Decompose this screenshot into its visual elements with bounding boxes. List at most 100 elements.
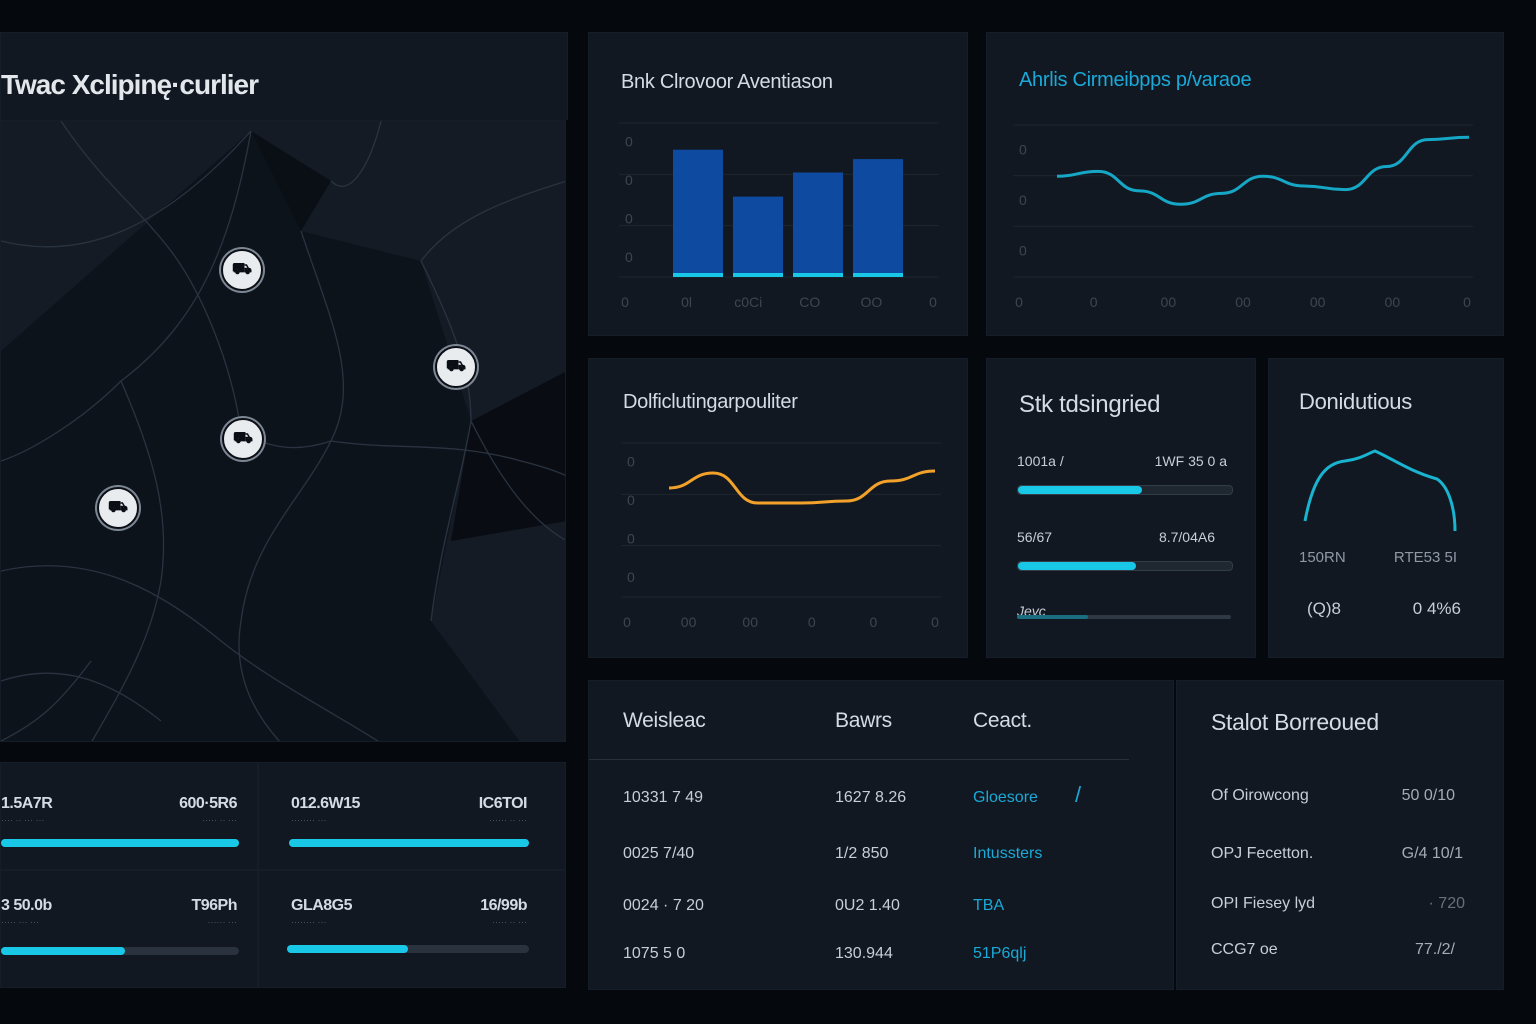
x-tick-label: 00: [1310, 294, 1326, 310]
table-header-col2[interactable]: Bawrs: [835, 709, 892, 732]
stat-right-sub: ······ ···: [207, 917, 237, 927]
gauge-left-label: 150RN: [1299, 549, 1346, 566]
data-table-panel: Weisleac Bawrs Ceact. 10331 7 49 1627 8.…: [588, 680, 1174, 990]
status-row-value: 77./2/: [1414, 941, 1455, 958]
y-tick-label: 0: [625, 172, 633, 188]
status-row-label: OPJ Fecetton.: [1211, 845, 1314, 862]
stat-right-sub: ····· ·· ···: [492, 917, 527, 927]
stat-right-sub: ····· ·· ···: [202, 815, 237, 825]
bar-chart-title: Bnk Clrovoor Aventiason: [621, 71, 833, 93]
x-tick-label: 0: [1463, 294, 1471, 310]
map-view[interactable]: ⛟ ⛟ ⛟ ⛟: [0, 120, 566, 742]
x-tick-label: 00: [1161, 294, 1177, 310]
x-tick-label: 0: [931, 614, 939, 630]
y-tick-label: 0: [627, 530, 635, 546]
x-tick-label: OO: [861, 294, 883, 310]
bar-chart: 0 0 0 0 0 0l c0Ci CO OO 0: [619, 122, 939, 310]
x-tick-label: 0: [621, 294, 629, 310]
bar-baseline-highlight: [853, 273, 903, 277]
x-tick-label: c0Ci: [734, 294, 762, 310]
x-tick-label: 0: [929, 294, 937, 310]
gauge-panel: Donidutious 150RN RTE53 5I (Q)8 0 4%6: [1268, 358, 1504, 658]
table-cell: 130.944: [835, 945, 893, 962]
status-panel: Stalot Borreoued Of Oirowcong 50 0/10 OP…: [1176, 680, 1504, 990]
stat-right-value: 600·5R6: [179, 795, 237, 812]
stat-progress-fill: [1, 947, 125, 955]
gauge-arc: [1303, 449, 1457, 532]
progress-item-fill: [1018, 486, 1143, 494]
stat-tile: 1.5A7R ···· ·· ··· ··· 600·5R6 ····· ·· …: [0, 762, 258, 870]
stat-right-value: T96Ph: [191, 897, 237, 914]
stat-left-value: GLA8G5: [291, 897, 353, 914]
bar-chart-panel: Bnk Clrovoor Aventiason 0 0 0 0 0 0l c0Ci CO OO 0: [588, 32, 968, 336]
table-cell-status: 51P6qlj: [973, 945, 1027, 962]
y-tick-label: 0: [625, 133, 633, 149]
status-row-label: OPI Fiesey lyd: [1211, 895, 1316, 912]
stat-right-value: 16/99b: [480, 897, 527, 914]
y-tick-label: 0: [1019, 243, 1027, 259]
progress-item-track: [1017, 561, 1233, 571]
stat-progress-track: [289, 839, 529, 847]
stat-left-sub: ········ ···: [291, 917, 327, 927]
stat-left-value: 3 50.0b: [1, 897, 52, 914]
table-header-col1[interactable]: Weisleac: [623, 709, 706, 732]
x-tick-label: 0: [1015, 294, 1023, 310]
x-tick-label: 0: [1090, 294, 1098, 310]
vehicle-marker-icon[interactable]: ⛟: [221, 249, 263, 291]
status-row-value: 50 0/10: [1401, 787, 1455, 804]
status-row-label: CCG7 oe: [1211, 941, 1278, 958]
progress-item-fill: [1018, 562, 1136, 570]
x-tick-label: 0: [870, 614, 878, 630]
y-tick-label: 0: [1019, 192, 1027, 208]
gauge-right-label: RTE53 5I: [1393, 549, 1457, 566]
bar-baseline-highlight: [793, 273, 843, 277]
table-cell: 10331 7 49: [623, 789, 704, 806]
table-cell: 0025 7/40: [623, 845, 695, 862]
stat-left-value: 1.5A7R: [1, 795, 53, 812]
y-tick-label: 0: [625, 249, 633, 265]
map-roads: [1, 121, 565, 741]
progress-item-track: [1017, 615, 1231, 619]
gauge-panel-title: Donidutious: [1299, 389, 1412, 414]
table-cell: 0024 · 7 20: [623, 897, 704, 914]
table-cell: 1/2 850: [835, 845, 889, 862]
vehicle-marker-icon[interactable]: ⛟: [97, 487, 139, 529]
y-tick-label: 0: [1019, 141, 1027, 157]
y-tick-label: 0: [627, 492, 635, 508]
table-cell: 1075 5 0: [623, 945, 686, 962]
map-panel: Twac Xclipinę·curlier: [0, 32, 568, 120]
table-cell-status: TBA: [973, 897, 1005, 914]
stat-tile: 012.6W15 ········ ··· IC6TOI ······ ·· ·…: [258, 762, 566, 870]
bar: [793, 172, 843, 277]
y-tick-label: 0: [627, 569, 635, 585]
stat-progress-track: [1, 839, 239, 847]
table-divider: [589, 759, 1129, 760]
progress-item-fill: [1017, 615, 1088, 619]
stat-progress-fill: [287, 945, 408, 953]
stat-left-sub: ········ ···: [291, 815, 327, 825]
x-tick-label: 0: [623, 614, 631, 630]
x-tick-label: 00: [681, 614, 697, 630]
line-chart-panel: Ahrlis Cirmeibpps p/varaoe 0 0 0 0 0 00 00 00 00…: [986, 32, 1504, 336]
stat-left-sub: ····· ··· ···: [1, 917, 39, 927]
status-panel-title: Stalot Borreoued: [1211, 709, 1379, 735]
x-tick-label: 0l: [681, 294, 692, 310]
vehicle-marker-icon[interactable]: ⛟: [222, 418, 264, 460]
stat-left-value: 012.6W15: [291, 795, 360, 812]
bar: [733, 196, 783, 277]
table-cell-status: Gloesore: [973, 789, 1038, 806]
line-chart-title: Ahrlis Cirmeibpps p/varaoe: [1019, 69, 1252, 91]
progress-item-label: 56/67: [1017, 529, 1053, 545]
vehicle-marker-icon[interactable]: ⛟: [435, 346, 477, 388]
table-header-col3[interactable]: Ceact.: [973, 709, 1032, 732]
check-icon: /: [1075, 782, 1082, 807]
progress-panel-title: Stk tdsingried: [1019, 391, 1161, 418]
orange-line-title: Dolficlutingarpouliter: [623, 391, 798, 413]
map-panel-title: Twac Xclipinę·curlier: [1, 69, 259, 100]
x-tick-label: CO: [799, 294, 820, 310]
table-cell-status: Intussters: [973, 845, 1043, 862]
progress-item-label: 1001a /: [1017, 453, 1064, 469]
status-row-label: Of Oirowcong: [1211, 787, 1309, 804]
